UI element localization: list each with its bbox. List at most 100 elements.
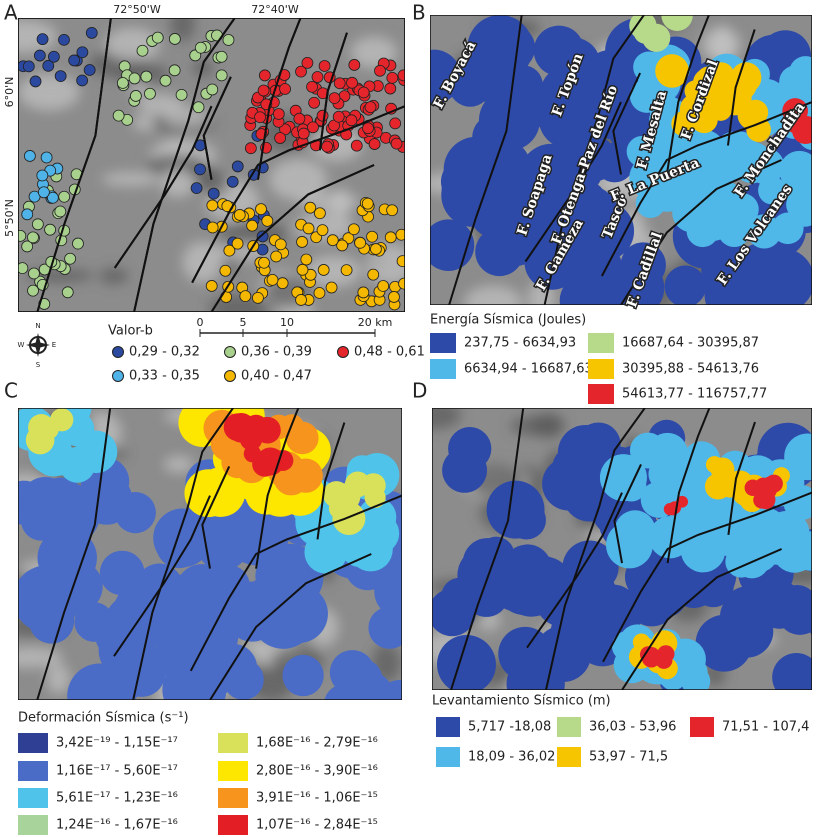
event (168, 64, 181, 77)
shaded-area (114, 492, 156, 534)
event (206, 221, 219, 234)
event (313, 207, 326, 220)
event (325, 281, 338, 294)
shaded-area (679, 148, 710, 179)
event (46, 191, 59, 204)
legend-swatch (588, 333, 614, 353)
shaded-area (368, 606, 402, 649)
shaded-area (656, 648, 672, 663)
legend-swatch (218, 815, 248, 835)
event (395, 228, 405, 241)
event (357, 286, 370, 299)
event (205, 280, 218, 292)
fault-line (665, 15, 710, 175)
fault-line (201, 465, 231, 569)
event (374, 64, 386, 77)
shaded-area (472, 114, 519, 161)
event (222, 34, 235, 46)
panel-letter: D (412, 379, 427, 403)
event (223, 244, 236, 257)
event (18, 229, 27, 242)
longitude-label: 72°50'W (113, 3, 161, 16)
event (254, 111, 266, 124)
event (348, 59, 361, 71)
shaded-area (344, 471, 371, 498)
shaded-area (489, 215, 537, 263)
legend-label: 0,48 - 0,61 (354, 345, 425, 360)
fault-line (209, 553, 372, 700)
shaded-area (516, 556, 573, 613)
legend-label: 6634,94 - 16687,63 (464, 362, 593, 377)
event (316, 224, 329, 237)
legend-label: 1,07E⁻¹⁶ - 2,84E⁻¹⁵ (256, 818, 378, 833)
shaded-area (457, 547, 514, 603)
fault-line (450, 408, 525, 690)
shaded-area (774, 539, 804, 570)
event (384, 82, 397, 95)
legend-swatch (112, 370, 124, 382)
shaded-area (223, 413, 252, 442)
event (361, 197, 374, 210)
event (340, 264, 353, 277)
event (23, 150, 36, 162)
fault-line (524, 101, 622, 263)
event (296, 263, 309, 276)
event (308, 96, 321, 109)
event (252, 292, 264, 304)
shaded-area (533, 25, 585, 76)
event (300, 253, 313, 266)
event (336, 239, 349, 252)
relief-spot (304, 255, 362, 288)
panel-letter: A (4, 1, 18, 25)
shaded-area (604, 258, 665, 305)
shaded-area (776, 584, 812, 627)
event (258, 256, 270, 269)
event (367, 268, 380, 281)
event (386, 204, 399, 217)
relief-spot (464, 285, 523, 305)
event (396, 255, 405, 268)
event (226, 175, 239, 188)
event (27, 231, 39, 244)
event (112, 109, 125, 122)
shaded-area (717, 471, 744, 498)
shaded-area (746, 117, 771, 142)
map-panel (18, 18, 405, 312)
legend-label: 18,09 - 36,02 (468, 750, 555, 765)
legend-title: Deformación Sísmica (s⁻¹) (18, 711, 189, 726)
event (233, 209, 246, 221)
event (364, 101, 377, 114)
shaded-area (722, 131, 759, 168)
shaded-area (639, 646, 657, 663)
event (354, 236, 367, 249)
event (37, 186, 50, 199)
shaded-area (243, 445, 262, 463)
event (21, 240, 34, 253)
shaded-area (282, 654, 324, 697)
event (215, 50, 228, 63)
relief-spot (18, 73, 80, 111)
shaded-area (372, 679, 402, 700)
legend-label: 5,61E⁻¹⁷ - 1,23E⁻¹⁶ (56, 791, 178, 806)
shaded-area (717, 213, 751, 247)
latitude-label: 5°50'N (3, 199, 16, 237)
legend-swatch (224, 346, 236, 358)
legend-swatch (588, 359, 614, 379)
legend-label: 5,717 -18,08 (468, 720, 551, 735)
fault-line (113, 105, 213, 269)
shaded-area (701, 89, 727, 115)
fault-line (545, 408, 646, 690)
event (295, 294, 307, 306)
scale-label: 5 (240, 316, 247, 329)
legend-title: Valor-b (108, 324, 153, 339)
shaded-area (655, 54, 689, 88)
event (140, 70, 153, 83)
event (61, 286, 74, 299)
event (333, 77, 346, 90)
legend-label: 30395,88 - 54613,76 (622, 362, 759, 377)
shaded-area (782, 98, 808, 124)
event (347, 223, 360, 236)
shaded-area (38, 483, 101, 545)
event (302, 222, 315, 235)
legend-swatch (218, 788, 248, 808)
